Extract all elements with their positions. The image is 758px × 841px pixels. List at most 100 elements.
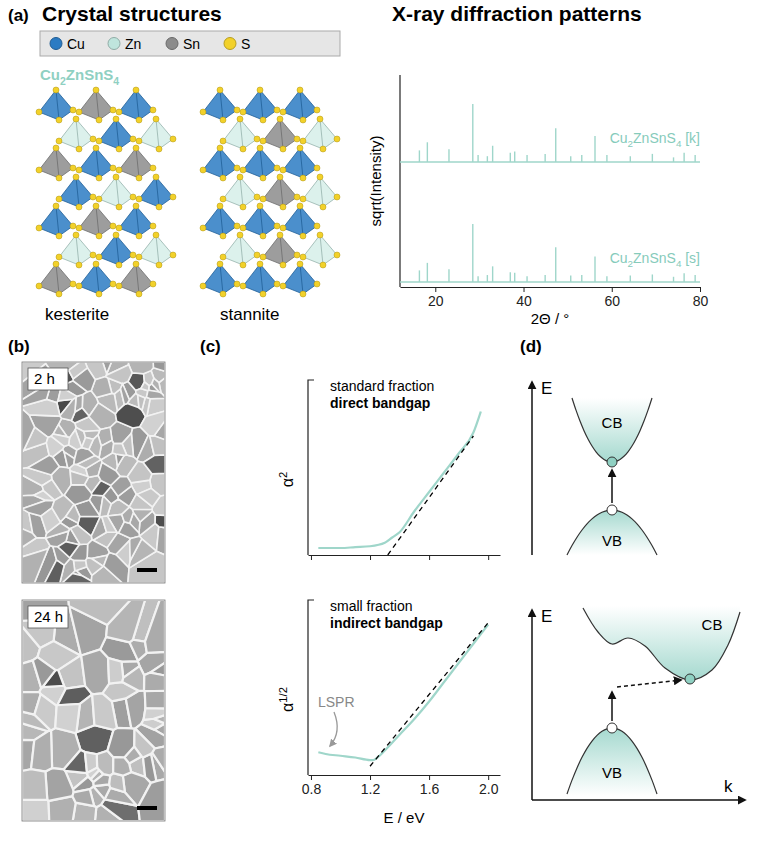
sulfur-atom xyxy=(56,233,62,239)
text-run: ZnSnS xyxy=(633,250,676,266)
sulfur-atom xyxy=(136,291,142,297)
particle xyxy=(138,395,145,410)
sulfur-atom xyxy=(257,87,263,93)
band-label: CB xyxy=(602,414,623,431)
sulfur-atom xyxy=(317,174,323,180)
micrograph-background xyxy=(22,362,165,583)
sulfur-atom xyxy=(274,223,280,229)
sulfur-atom xyxy=(56,138,62,144)
legend-swatch xyxy=(50,38,62,50)
tetrahedron-edge xyxy=(96,90,99,120)
tetrahedron-edge xyxy=(280,235,283,265)
axis-title: 2Θ / ° xyxy=(531,310,570,327)
text-run: ZnSnS xyxy=(66,66,114,83)
peak xyxy=(594,136,595,162)
sulfur-atom xyxy=(320,204,326,210)
x-axis-line xyxy=(309,555,501,556)
axis-title: E xyxy=(541,379,552,398)
tick-mark xyxy=(429,775,430,780)
particle xyxy=(119,522,140,539)
sulfur-atom xyxy=(113,174,119,180)
particle xyxy=(58,542,79,558)
sulfur-atom xyxy=(297,203,303,209)
particle xyxy=(34,694,56,730)
tick-label: 0.8 xyxy=(302,781,322,797)
sulfur-atom xyxy=(136,196,142,202)
sulfur-atom xyxy=(254,252,260,258)
annotation: indirect bandgap xyxy=(330,615,443,631)
tetrahedron xyxy=(39,206,73,236)
particle xyxy=(141,382,149,391)
tetrahedron-edge xyxy=(76,235,79,265)
sulfur-atom xyxy=(280,283,286,289)
tetrahedron-edge xyxy=(320,119,323,149)
tick-label: 2.0 xyxy=(479,781,499,797)
tetrahedron xyxy=(79,206,113,236)
particle xyxy=(66,504,80,523)
sulfur-atom xyxy=(220,175,226,181)
sulfur-atom xyxy=(116,167,122,173)
peak xyxy=(514,152,515,162)
sulfur-atom xyxy=(260,291,266,297)
peak xyxy=(570,156,571,162)
peak xyxy=(630,156,631,162)
particle xyxy=(22,769,47,800)
panel-label: (a) xyxy=(8,6,29,25)
peak xyxy=(419,270,420,282)
particle xyxy=(64,750,87,773)
sulfur-atom xyxy=(300,196,306,202)
subscript: 4 xyxy=(113,75,119,87)
sulfur-atom xyxy=(156,146,162,152)
tetrahedron-edge xyxy=(136,264,139,294)
crystal-structure xyxy=(200,87,340,297)
panel-title: X-ray diffraction patterns xyxy=(392,2,642,25)
particle xyxy=(138,779,165,821)
sulfur-atom xyxy=(116,146,122,152)
peak xyxy=(477,155,478,162)
sulfur-atom xyxy=(297,261,303,267)
fit-line xyxy=(388,436,474,555)
legend-swatch xyxy=(224,38,236,50)
carrier xyxy=(607,723,617,733)
peak xyxy=(448,149,449,162)
conduction-band-fill xyxy=(572,398,652,462)
micrograph-frame xyxy=(22,600,165,821)
tetrahedron xyxy=(79,90,113,120)
sulfur-atom xyxy=(96,291,102,297)
tetrahedron xyxy=(203,148,237,178)
peak xyxy=(555,247,556,282)
x-axis xyxy=(309,555,501,560)
tetrahedron xyxy=(223,119,257,149)
text-run: [k] xyxy=(681,130,700,146)
sulfur-atom xyxy=(237,116,243,122)
tetrahedron-edge xyxy=(136,206,139,236)
sulfur-atom xyxy=(334,194,340,200)
sulfur-atom xyxy=(234,107,240,113)
sulfur-atom xyxy=(73,174,79,180)
superscript: 2 xyxy=(277,472,289,478)
particle xyxy=(140,411,165,436)
tetrahedron-edge xyxy=(220,148,223,178)
particle xyxy=(62,573,91,583)
tetrahedron-edge xyxy=(240,119,243,149)
tetrahedron-edge xyxy=(280,177,283,207)
tetrahedron-edge xyxy=(300,90,303,120)
tetrahedron xyxy=(263,119,297,149)
sulfur-atom xyxy=(153,174,159,180)
particle xyxy=(81,649,109,694)
tick-mark xyxy=(488,775,489,780)
sulfur-atom xyxy=(220,291,226,297)
sulfur-atom xyxy=(76,204,82,210)
peak xyxy=(555,128,556,162)
sulfur-atom xyxy=(36,283,42,289)
tetrahedron-edge xyxy=(260,264,263,294)
peak xyxy=(673,277,674,282)
sulfur-atom xyxy=(320,146,326,152)
tetrahedron-edge xyxy=(156,119,159,149)
x-axis-line xyxy=(401,287,701,288)
tetrahedron xyxy=(139,119,173,149)
peak xyxy=(652,154,653,162)
legend-label: S xyxy=(241,36,250,52)
band-diagram: EkCBVB xyxy=(532,606,745,800)
label-box xyxy=(28,606,68,628)
